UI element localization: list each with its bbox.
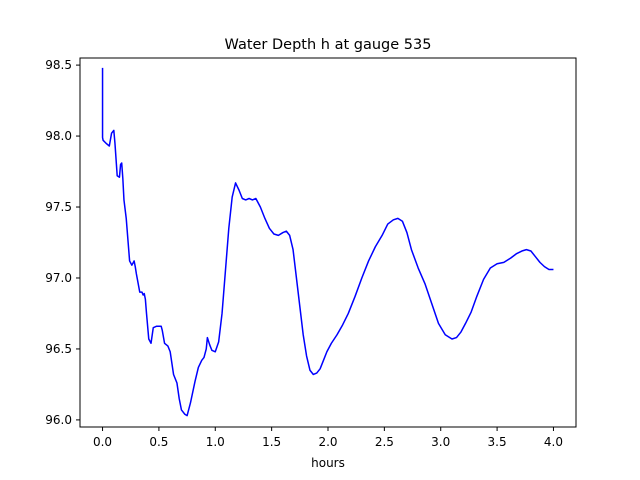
x-tick-label: 3.0 bbox=[431, 435, 450, 449]
y-tick-label: 97.0 bbox=[45, 271, 72, 285]
y-axis: 96.0 96.5 97.0 97.5 98.0 98.5 bbox=[45, 58, 80, 427]
chart-title: Water Depth h at gauge 535 bbox=[225, 37, 432, 53]
y-tick-label: 96.0 bbox=[45, 413, 72, 427]
plot-area bbox=[101, 67, 554, 417]
x-tick-label: 1.0 bbox=[206, 435, 225, 449]
series-line-0 bbox=[101, 67, 554, 417]
x-axis-label: hours bbox=[311, 456, 345, 470]
y-tick-label: 98.5 bbox=[45, 58, 72, 72]
x-tick-label: 3.5 bbox=[488, 435, 507, 449]
x-tick-label: 1.5 bbox=[262, 435, 281, 449]
x-tick-label: 0.5 bbox=[149, 435, 168, 449]
x-tick-label: 2.0 bbox=[318, 435, 337, 449]
x-tick-label: 0.0 bbox=[93, 435, 112, 449]
x-tick-label: 2.5 bbox=[375, 435, 394, 449]
x-axis: 0.0 0.5 1.0 1.5 2.0 2.5 3.0 3.5 4.0 bbox=[93, 427, 563, 449]
x-tick-label: 4.0 bbox=[544, 435, 563, 449]
y-tick-label: 97.5 bbox=[45, 200, 72, 214]
y-tick-label: 98.0 bbox=[45, 129, 72, 143]
axes-frame bbox=[79, 57, 577, 428]
y-tick-label: 96.5 bbox=[45, 342, 72, 356]
